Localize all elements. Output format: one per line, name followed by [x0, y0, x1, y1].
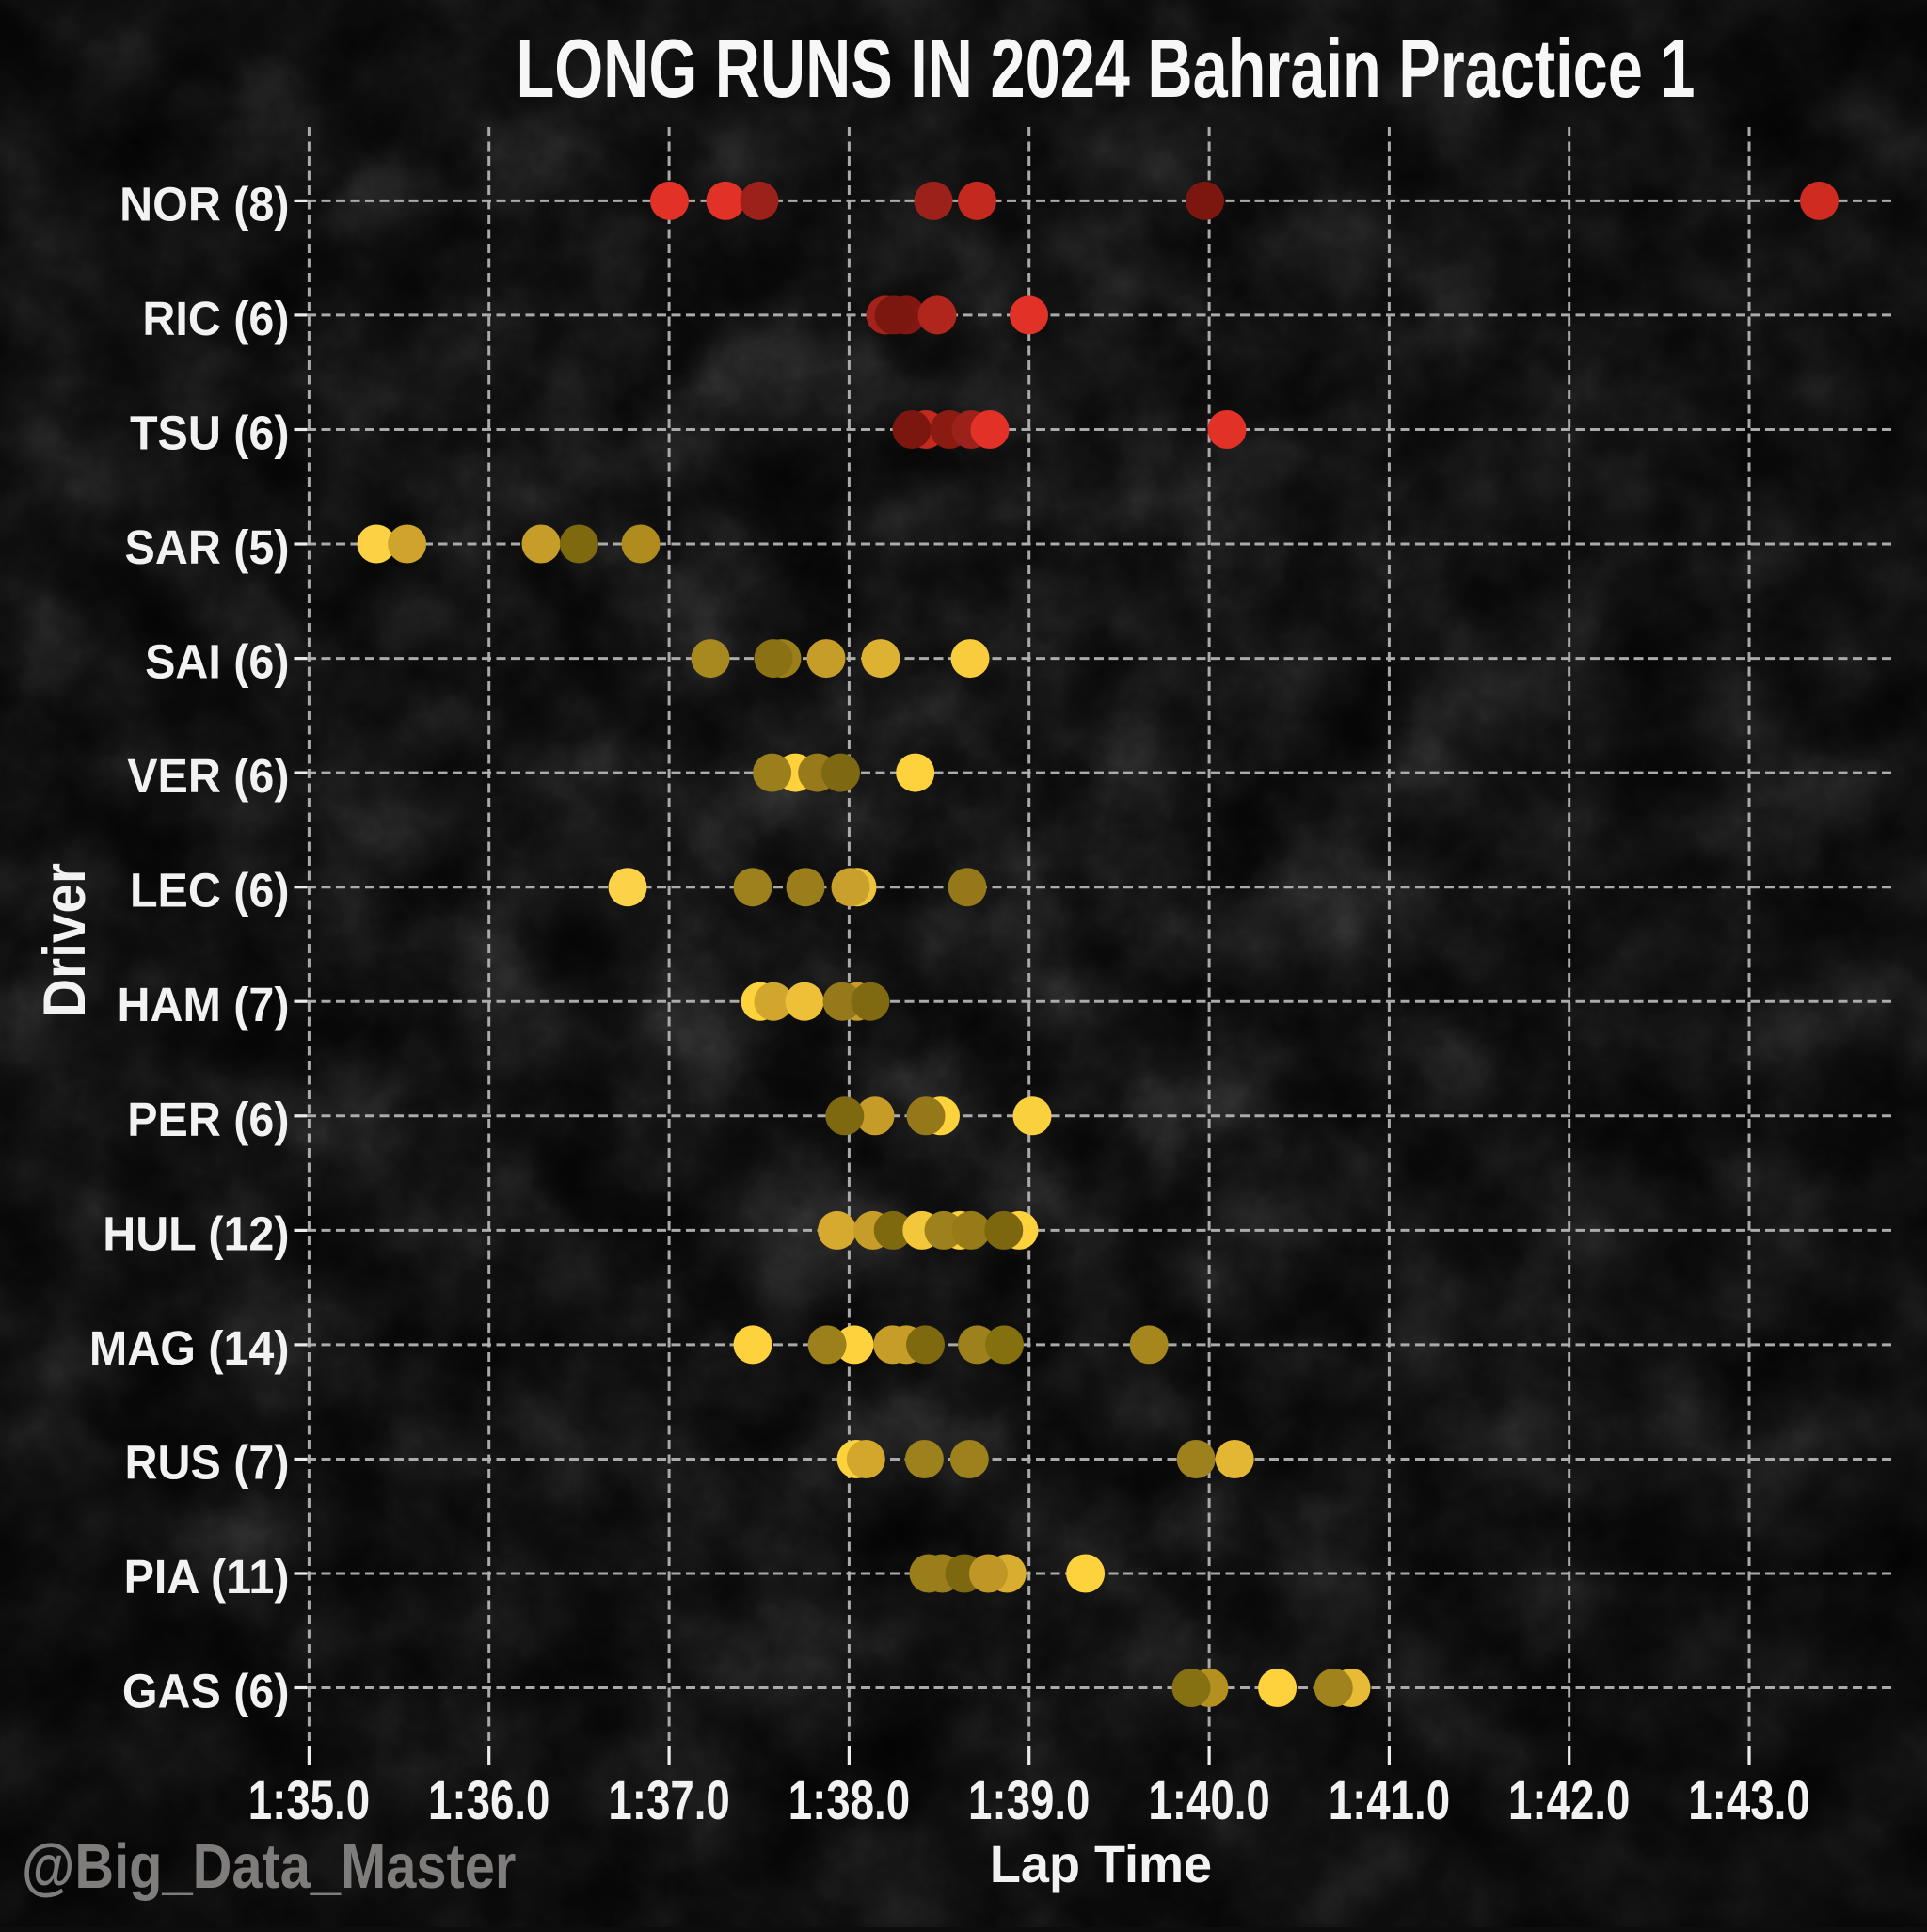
svg-text:PER (6): PER (6) [127, 1093, 289, 1146]
svg-text:GAS (6): GAS (6) [122, 1664, 290, 1717]
svg-text:1:35.0: 1:35.0 [248, 1771, 370, 1831]
svg-text:1:39.0: 1:39.0 [968, 1771, 1090, 1831]
svg-text:RUS (7): RUS (7) [125, 1435, 290, 1489]
svg-text:TSU (6): TSU (6) [130, 406, 290, 459]
svg-text:HUL (12): HUL (12) [103, 1206, 289, 1260]
svg-text:LEC (6): LEC (6) [130, 864, 290, 918]
svg-text:LONG RUNS IN 2024 Bahrain Prac: LONG RUNS IN 2024 Bahrain Practice 1 [517, 22, 1696, 115]
svg-text:SAR (5): SAR (5) [125, 520, 290, 574]
svg-text:1:43.0: 1:43.0 [1688, 1771, 1809, 1831]
svg-text:VER (6): VER (6) [127, 749, 289, 803]
svg-text:HAM (7): HAM (7) [118, 978, 290, 1031]
svg-text:1:41.0: 1:41.0 [1329, 1771, 1450, 1831]
svg-text:Lap Time: Lap Time [990, 1834, 1212, 1893]
svg-text:NOR (8): NOR (8) [119, 177, 289, 231]
svg-text:1:42.0: 1:42.0 [1508, 1771, 1630, 1831]
svg-text:1:40.0: 1:40.0 [1148, 1771, 1269, 1831]
svg-text:SAI (6): SAI (6) [145, 634, 289, 688]
svg-text:Driver: Driver [31, 863, 97, 1017]
svg-text:1:38.0: 1:38.0 [788, 1771, 910, 1831]
svg-text:1:36.0: 1:36.0 [428, 1771, 549, 1831]
svg-text:MAG (14): MAG (14) [89, 1321, 290, 1375]
svg-text:1:37.0: 1:37.0 [608, 1771, 729, 1831]
svg-text:RIC (6): RIC (6) [142, 292, 289, 345]
svg-text:PIA (11): PIA (11) [124, 1550, 290, 1604]
svg-text:@Big_Data_Master: @Big_Data_Master [22, 1831, 516, 1902]
